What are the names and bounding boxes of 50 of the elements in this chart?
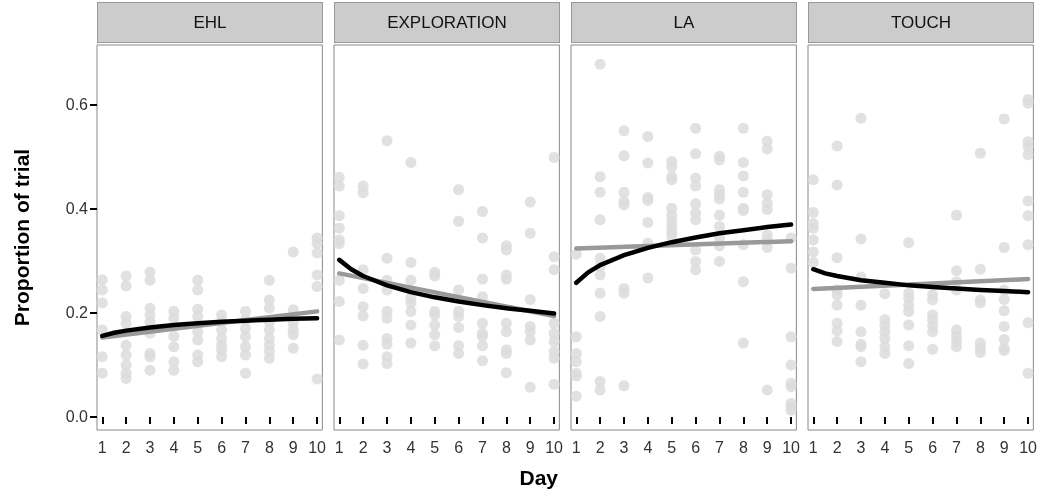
x-tick-label: 9 (288, 438, 298, 456)
x-tick-label: 6 (217, 438, 227, 456)
x-tick-label: 10 (545, 438, 564, 456)
x-tick-label: 5 (667, 438, 677, 456)
x-tick-label: 8 (738, 438, 748, 456)
x-tick-label: 1 (571, 438, 581, 456)
x-tick-label: 1 (97, 438, 107, 456)
x-tick-label: 2 (358, 438, 368, 456)
x-tick-label: 1 (334, 438, 344, 456)
chart-title: EHL (97, 2, 323, 43)
x-tick-label: 3 (856, 438, 866, 456)
x-tick-label: 6 (454, 438, 464, 456)
x-tick-label: 6 (691, 438, 701, 456)
y-tick-label: 0.6 (65, 96, 89, 114)
x-tick-label: 7 (952, 438, 962, 456)
x-tick-label: 3 (145, 438, 155, 456)
y-axis-title: Proportion of trial (10, 148, 33, 327)
x-tick-label: 9 (999, 438, 1009, 456)
x-tick-label: 5 (430, 438, 440, 456)
x-tick-label: 10 (1019, 438, 1038, 456)
x-tick-label: 10 (782, 438, 801, 456)
x-tick-label: 6 (928, 438, 938, 456)
x-tick-label: 8 (264, 438, 274, 456)
x-tick-label: 5 (904, 438, 914, 456)
chart-title: LA (571, 2, 797, 43)
x-tick-label: 5 (193, 438, 203, 456)
x-tick-label: 3 (619, 438, 629, 456)
x-tick-label: 3 (382, 438, 392, 456)
x-tick-label: 8 (975, 438, 985, 456)
x-tick-label: 10 (308, 438, 327, 456)
x-tick-label: 4 (643, 438, 653, 456)
x-axis-title: Day (519, 466, 558, 490)
y-tick-label: 0.0 (65, 408, 89, 426)
x-tick-label: 4 (406, 438, 416, 456)
x-tick-label: 1 (808, 438, 818, 456)
x-tick-label: 7 (715, 438, 725, 456)
x-tick-label: 4 (169, 438, 179, 456)
x-tick-label: 4 (880, 438, 890, 456)
chart-title: EXPLORATION (334, 2, 560, 43)
x-tick-label: 2 (595, 438, 605, 456)
x-tick-label: 9 (525, 438, 535, 456)
chart-title: TOUCH (808, 2, 1034, 43)
x-tick-label: 7 (478, 438, 488, 456)
y-tick-label: 0.4 (65, 200, 89, 218)
y-tick-label: 0.2 (65, 304, 89, 322)
x-tick-label: 2 (832, 438, 842, 456)
x-tick-label: 9 (762, 438, 772, 456)
x-tick-label: 7 (241, 438, 251, 456)
x-tick-label: 8 (501, 438, 511, 456)
x-tick-label: 2 (121, 438, 131, 456)
